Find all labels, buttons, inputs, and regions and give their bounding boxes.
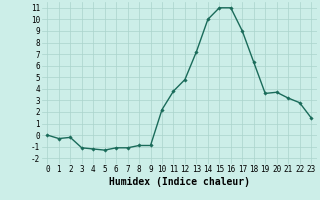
- X-axis label: Humidex (Indice chaleur): Humidex (Indice chaleur): [109, 177, 250, 187]
